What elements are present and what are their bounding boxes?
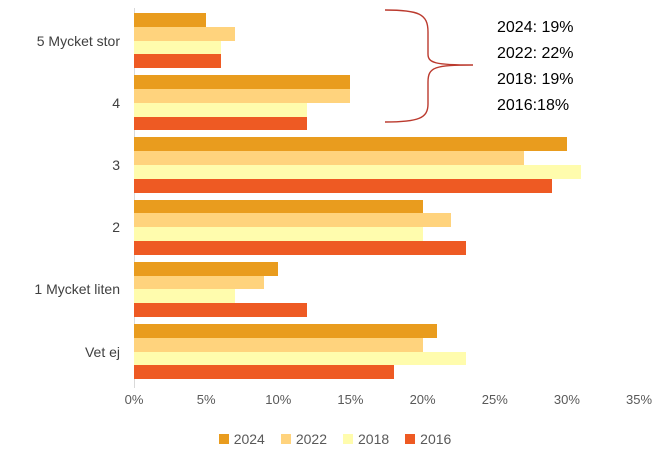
annotation-text: 2024: 19% 2022: 22% 2018: 19% 2016:18% bbox=[497, 15, 574, 119]
category-label-5-mycket-stor: 5 Mycket stor bbox=[36, 32, 120, 49]
bar-2024-4 bbox=[134, 75, 351, 89]
bar-2018-2 bbox=[134, 227, 423, 241]
legend-label: 2016 bbox=[420, 431, 452, 447]
x-tick-0: 0% bbox=[124, 392, 144, 407]
bar-2022-1-mycket-liten bbox=[134, 275, 264, 290]
legend-swatch-icon bbox=[280, 434, 291, 444]
annotation-line: 2016:18% bbox=[497, 97, 570, 114]
category-label-4: 4 bbox=[112, 94, 120, 111]
bar-2022-3 bbox=[134, 151, 524, 165]
bar-2018-vet-ej bbox=[134, 351, 466, 366]
x-tick-15: 15% bbox=[337, 392, 364, 407]
x-tick-5: 5% bbox=[196, 392, 216, 407]
bar-2024-1-mycket-liten bbox=[134, 261, 279, 276]
category-label-vet-ej: Vet ej bbox=[84, 343, 120, 360]
bar-2016-5-mycket-stor bbox=[134, 54, 221, 69]
bar-2016-vet-ej bbox=[134, 365, 394, 380]
x-tick-20: 20% bbox=[409, 392, 436, 407]
annotation-line: 2022: 22% bbox=[497, 45, 574, 62]
bar-2022-2 bbox=[134, 213, 452, 228]
category-label-1-mycket-liten: 1 Mycket liten bbox=[34, 281, 120, 298]
brace-shape bbox=[384, 9, 474, 123]
annotation-line: 2024: 19% bbox=[497, 19, 574, 36]
x-tick-35: 35% bbox=[626, 392, 653, 407]
legend-swatch-icon bbox=[343, 434, 353, 444]
legend-label: 2024 bbox=[233, 431, 265, 447]
legend-item-2024: 2024 bbox=[218, 431, 265, 447]
bar-2022-vet-ej bbox=[134, 337, 423, 352]
x-tick-25: 25% bbox=[481, 392, 508, 407]
bar-2016-2 bbox=[134, 241, 466, 255]
bar-2024-3 bbox=[134, 137, 567, 152]
legend-swatch-icon bbox=[218, 434, 229, 444]
bar-2018-1-mycket-liten bbox=[134, 289, 235, 304]
x-tick-30: 30% bbox=[553, 392, 580, 407]
bar-2024-2 bbox=[134, 199, 423, 214]
legend-item-2018: 2018 bbox=[343, 431, 389, 447]
legend: 2024 2022 2018 2016 bbox=[0, 431, 670, 447]
category-label-3: 3 bbox=[112, 157, 120, 173]
legend-swatch-icon bbox=[405, 434, 416, 444]
bar-2022-4 bbox=[134, 89, 351, 103]
legend-item-2022: 2022 bbox=[280, 431, 327, 447]
bar-2024-5-mycket-stor bbox=[134, 13, 207, 27]
bar-2018-5-mycket-stor bbox=[134, 40, 221, 55]
bar-2024-vet-ej bbox=[134, 324, 438, 338]
brace-path bbox=[384, 9, 474, 123]
legend-label: 2018 bbox=[358, 431, 390, 447]
bar-2018-4 bbox=[134, 102, 308, 117]
category-label-2: 2 bbox=[112, 219, 120, 236]
bar-2018-3 bbox=[134, 165, 582, 179]
legend-item-2016: 2016 bbox=[405, 431, 451, 447]
bar-2016-3 bbox=[134, 178, 553, 193]
bar-2016-1-mycket-liten bbox=[134, 303, 308, 317]
annotation-line: 2018: 19% bbox=[497, 71, 574, 88]
y-axis-line bbox=[134, 8, 135, 388]
bar-2016-4 bbox=[134, 116, 308, 131]
x-tick-10: 10% bbox=[265, 392, 292, 407]
legend-label: 2022 bbox=[295, 431, 327, 447]
bar-2022-5-mycket-stor bbox=[134, 26, 235, 41]
